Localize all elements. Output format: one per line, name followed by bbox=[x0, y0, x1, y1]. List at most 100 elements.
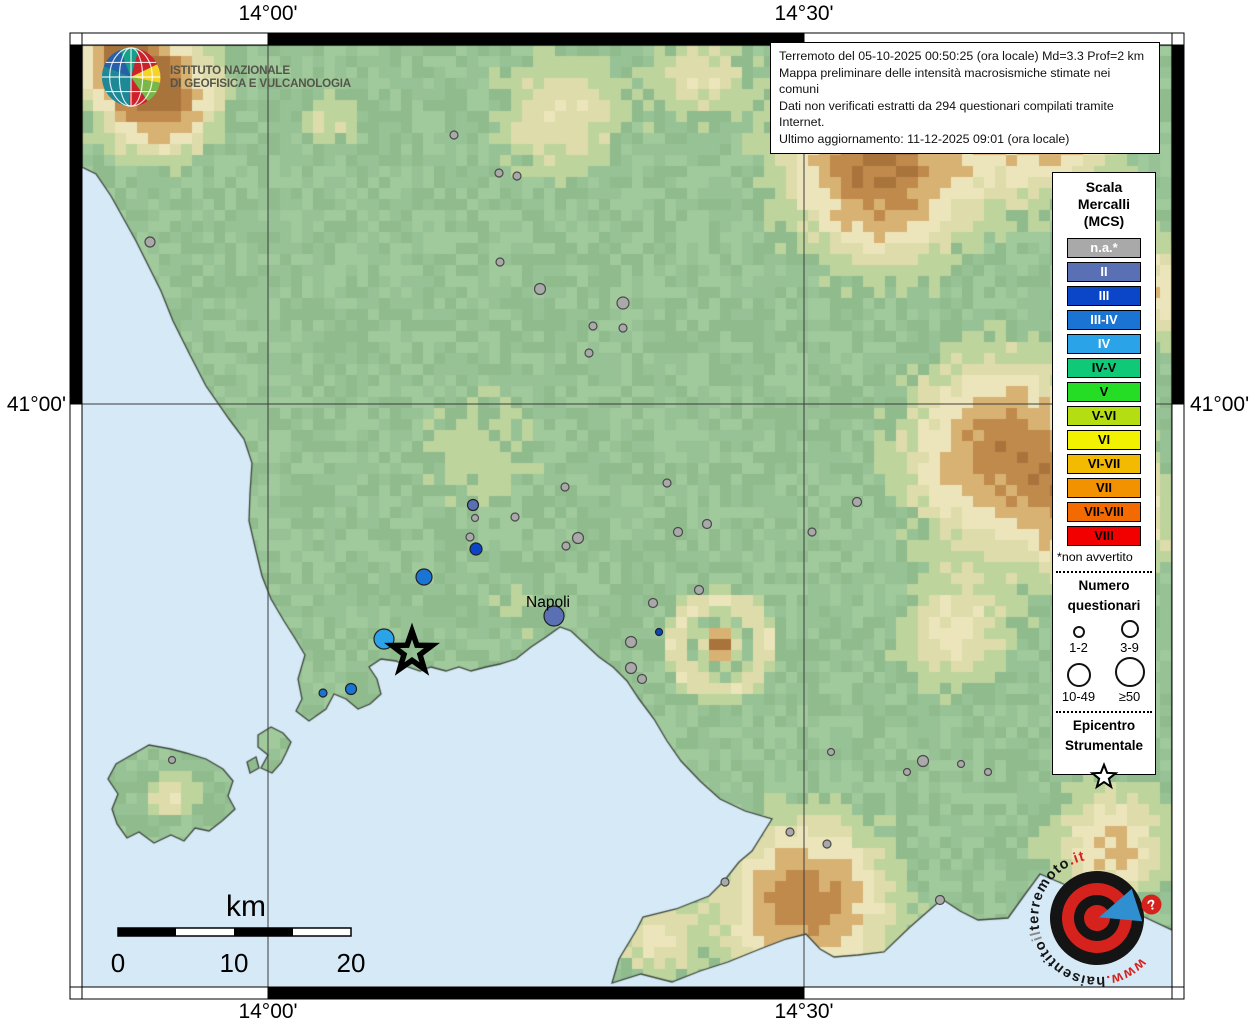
legend-swatch-IV: IV bbox=[1067, 334, 1141, 354]
intensity-point-na bbox=[144, 236, 156, 248]
intensity-point-na bbox=[561, 541, 571, 551]
logo-question-badge bbox=[1141, 894, 1162, 915]
legend-swatch-na: n.a.* bbox=[1067, 238, 1141, 258]
legend-title: Scala Mercalli (MCS) bbox=[1077, 179, 1131, 229]
intensity-point-III-IV bbox=[415, 568, 433, 586]
legend-swatch-VII: VII bbox=[1067, 478, 1141, 498]
legend-footnote: *non avvertito bbox=[1057, 550, 1133, 564]
intensity-point-na bbox=[560, 482, 570, 492]
haisentitoilterremoto-logo: ? www.haisentitoilterremoto.it bbox=[1009, 848, 1162, 1006]
intensity-point-na bbox=[983, 767, 993, 777]
intensity-point-na bbox=[533, 282, 547, 296]
questionnaire-size-3-9: 3-9 bbox=[1104, 620, 1155, 655]
intensity-point-na bbox=[672, 526, 684, 538]
size-label: 1-2 bbox=[1069, 640, 1088, 655]
scale-segment bbox=[176, 928, 234, 936]
epicenter-star bbox=[384, 622, 440, 676]
intensity-point-III-IV bbox=[318, 688, 328, 698]
intensity-point-na bbox=[510, 512, 520, 522]
size-label: 10-49 bbox=[1061, 689, 1096, 704]
intensity-point-na bbox=[618, 323, 628, 333]
legend-swatch-III-IV: III-IV bbox=[1067, 310, 1141, 330]
city-label: Napoli bbox=[526, 594, 570, 611]
scale-bar-unit: km bbox=[226, 890, 266, 923]
size-circle-icon bbox=[1114, 657, 1145, 687]
intensity-point-na bbox=[167, 755, 177, 765]
frame-segment bbox=[267, 986, 805, 1000]
intensity-point-III bbox=[654, 627, 664, 637]
ingv-globe-icon bbox=[101, 47, 161, 107]
legend-swatch-V: V bbox=[1067, 382, 1141, 402]
event-info-line1: Terremoto del 05-10-2025 00:50:25 (ora l… bbox=[779, 49, 1145, 63]
intensity-point-na bbox=[584, 348, 594, 358]
intensity-point-III bbox=[469, 542, 483, 556]
scale-segment bbox=[118, 928, 176, 936]
intensity-point-na bbox=[571, 531, 585, 545]
intensity-point-II bbox=[466, 498, 480, 512]
event-info-line4: Ultimo aggiornamento: 11-12-2025 09:01 (… bbox=[779, 131, 1070, 146]
size-label: 3-9 bbox=[1120, 640, 1139, 655]
logo-megaphone-icon bbox=[1098, 888, 1143, 922]
intensity-point-na bbox=[916, 754, 930, 768]
event-info-line2: Mappa preliminare delle intensità macros… bbox=[779, 65, 1111, 97]
frame-segment bbox=[267, 32, 805, 46]
intensity-point-na bbox=[470, 513, 480, 523]
legend-divider bbox=[1056, 571, 1152, 573]
intensity-point-na bbox=[465, 532, 475, 542]
ingv-name-line2: DI GEOFISICA E VULCANOLOGIA bbox=[170, 77, 351, 90]
intensity-point-na bbox=[851, 496, 863, 508]
axis-label-lat-4100-right: 41°00' bbox=[1190, 393, 1250, 416]
intensity-point-na bbox=[588, 321, 598, 331]
size-circle-icon bbox=[1072, 626, 1085, 638]
intensity-point-na bbox=[934, 894, 946, 906]
legend-swatch-V-VI: V-VI bbox=[1067, 406, 1141, 426]
axis-label-lon-1400-bottom: 14°00' bbox=[238, 1000, 298, 1023]
legend-swatch-VI: VI bbox=[1067, 430, 1141, 450]
intensity-point-na bbox=[807, 527, 817, 537]
intensity-point-na bbox=[624, 661, 638, 675]
intensity-point-na bbox=[636, 673, 648, 685]
legend-swatch-VII-VIII: VII-VIII bbox=[1067, 502, 1141, 522]
epicenter-section-title: Epicentro Strumentale bbox=[1064, 718, 1144, 753]
event-info-line3: Dati non verificati estratti da 294 ques… bbox=[779, 98, 1114, 130]
axis-label-lon-1430-bottom: 14°30' bbox=[774, 1000, 834, 1023]
scale-tick-10: 10 bbox=[220, 948, 249, 978]
ingv-name: ISTITUTO NAZIONALE DI GEOFISICA E VULCAN… bbox=[170, 64, 351, 91]
ingv-logo: ISTITUTO NAZIONALE DI GEOFISICA E VULCAN… bbox=[100, 46, 351, 108]
frame-corner bbox=[69, 32, 83, 46]
questionnaire-size-≥50: ≥50 bbox=[1104, 657, 1155, 704]
intensity-point-na bbox=[494, 168, 504, 178]
frame-segment bbox=[1171, 44, 1185, 405]
legend-swatch-IV-V: IV-V bbox=[1067, 358, 1141, 378]
frame-segment bbox=[69, 403, 83, 988]
intensity-point-na bbox=[956, 759, 966, 769]
event-info-box: Terremoto del 05-10-2025 00:50:25 (ora l… bbox=[770, 42, 1160, 154]
intensity-point-na bbox=[701, 518, 713, 530]
intensity-point-na bbox=[902, 767, 912, 777]
questionnaire-size-key: 1-2 3-9 10-49 ≥50 bbox=[1053, 620, 1155, 704]
intensity-point-na bbox=[826, 747, 836, 757]
intensity-point-na bbox=[624, 635, 638, 649]
intensity-point-na bbox=[662, 478, 672, 488]
intensity-point-na bbox=[512, 171, 522, 181]
legend-swatch-VIII: VIII bbox=[1067, 526, 1141, 546]
mcs-scale-swatches: n.a.* II III III-IV IV IV-V V V-VI VI VI-VII VII VI… bbox=[1053, 238, 1155, 546]
axis-label-lat-4100-left: 41°00' bbox=[6, 393, 66, 416]
frame-corner bbox=[1171, 986, 1185, 1000]
intensity-point-na bbox=[822, 839, 832, 849]
intensity-point-na bbox=[449, 130, 459, 140]
frame-segment bbox=[81, 986, 269, 1000]
frame-segment bbox=[1171, 403, 1185, 988]
scale-segment bbox=[293, 928, 351, 936]
legend-swatch-II: II bbox=[1067, 262, 1141, 282]
frame-segment bbox=[81, 32, 269, 46]
intensity-point-na bbox=[693, 584, 705, 596]
questionnaire-size-1-2: 1-2 bbox=[1053, 620, 1104, 655]
intensity-point-III-IV bbox=[344, 682, 358, 696]
star-icon bbox=[1089, 762, 1119, 790]
scale-bar: km 0 10 20 bbox=[111, 890, 366, 978]
epicenter-star-key bbox=[1053, 762, 1155, 797]
